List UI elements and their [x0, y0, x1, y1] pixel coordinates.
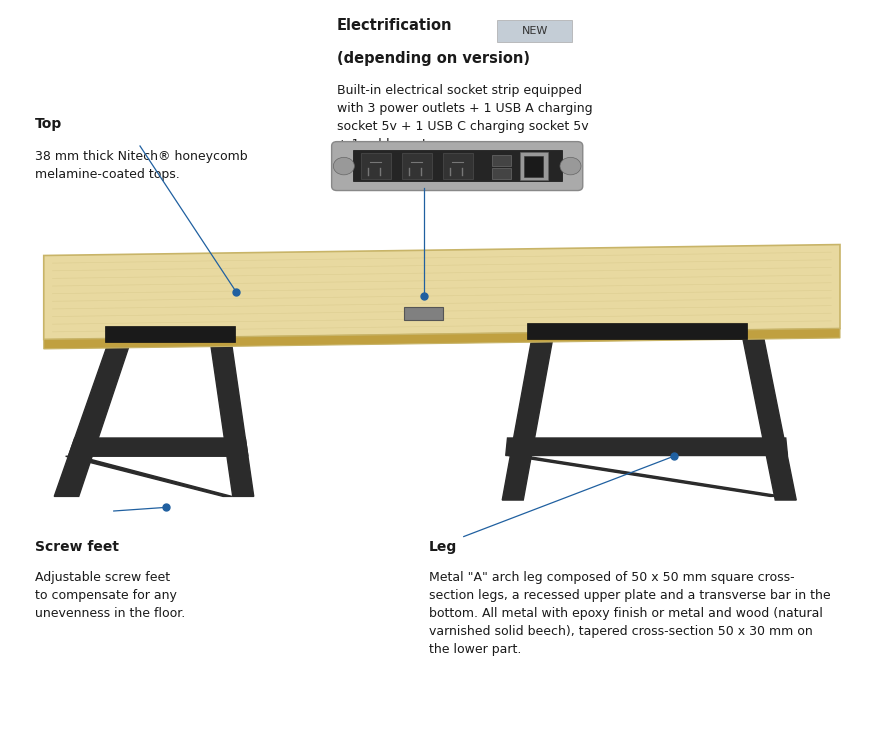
Text: Screw feet: Screw feet: [35, 540, 119, 554]
Text: Built-in electrical socket strip equipped
with 3 power outlets + 1 USB A chargin: Built-in electrical socket strip equippe…: [337, 84, 592, 151]
FancyBboxPatch shape: [492, 168, 511, 179]
FancyBboxPatch shape: [492, 155, 511, 166]
Text: Adjustable screw feet
to compensate for any
unevenness in the floor.: Adjustable screw feet to compensate for …: [35, 571, 186, 620]
FancyBboxPatch shape: [404, 307, 443, 320]
Polygon shape: [66, 456, 232, 496]
FancyBboxPatch shape: [520, 152, 548, 180]
Polygon shape: [508, 456, 783, 496]
Text: Leg: Leg: [429, 540, 457, 554]
FancyBboxPatch shape: [402, 153, 432, 179]
FancyBboxPatch shape: [353, 150, 562, 181]
Polygon shape: [54, 339, 131, 496]
FancyBboxPatch shape: [443, 153, 473, 179]
FancyBboxPatch shape: [527, 323, 747, 339]
Text: Electrification: Electrification: [337, 18, 452, 34]
Circle shape: [560, 158, 581, 175]
Circle shape: [333, 158, 354, 175]
Polygon shape: [210, 339, 254, 496]
FancyBboxPatch shape: [497, 20, 572, 42]
Polygon shape: [742, 334, 796, 500]
Polygon shape: [44, 328, 840, 349]
FancyBboxPatch shape: [105, 326, 235, 342]
Text: Metal "A" arch leg composed of 50 x 50 mm square cross-
section legs, a recessed: Metal "A" arch leg composed of 50 x 50 m…: [429, 571, 830, 656]
FancyBboxPatch shape: [332, 142, 583, 191]
Text: Top: Top: [35, 117, 62, 131]
FancyBboxPatch shape: [524, 156, 543, 177]
Text: NEW: NEW: [522, 26, 548, 36]
Polygon shape: [502, 337, 553, 500]
Text: (depending on version): (depending on version): [337, 51, 530, 66]
Polygon shape: [68, 438, 248, 456]
FancyBboxPatch shape: [360, 153, 391, 179]
Text: 38 mm thick Nitech® honeycomb
melamine-coated tops.: 38 mm thick Nitech® honeycomb melamine-c…: [35, 150, 248, 180]
Polygon shape: [44, 245, 840, 339]
Polygon shape: [506, 438, 788, 456]
